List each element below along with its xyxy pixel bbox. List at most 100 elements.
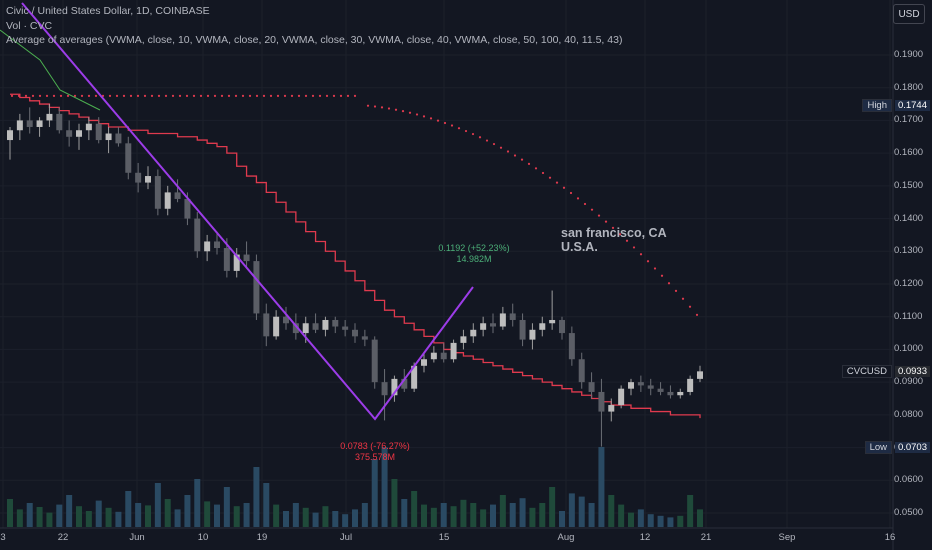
rise-annotation: 0.1192 (+52.23%) 14.982M (438, 243, 509, 265)
volume-bar (135, 503, 142, 527)
candle-body (135, 172, 142, 183)
volume-bar (253, 467, 260, 527)
volume-bar (509, 503, 516, 527)
dotted-average-dot (415, 113, 419, 116)
dotted-average-dot (115, 94, 119, 97)
dotted-average-dot (660, 274, 664, 277)
dotted-average-dot (59, 94, 63, 97)
volume-bar (312, 512, 319, 527)
dotted-average-dot (136, 94, 140, 97)
dotted-average-dot (576, 197, 580, 200)
candle-body (26, 120, 33, 127)
candle-body (470, 329, 477, 337)
dotted-average-dot (185, 94, 189, 97)
dotted-average-dot (192, 94, 196, 97)
volume-bar (342, 514, 349, 527)
green-ma-line (0, 29, 101, 111)
dotted-average-dot (276, 94, 280, 97)
trend-lines (21, 2, 474, 421)
volume-bar (361, 503, 368, 527)
candle-body (559, 319, 565, 334)
last-price-tag: CVCUSD 0.0933 (0, 364, 932, 378)
candle-body (647, 385, 654, 389)
currency-button[interactable]: USD (893, 4, 925, 24)
dotted-average-dot (632, 246, 636, 249)
candle-body (490, 323, 496, 327)
price-tick-label: 0.1500 (894, 179, 924, 191)
volume-bar (539, 503, 546, 527)
candle-body (115, 133, 122, 144)
volume-bar (568, 493, 575, 527)
dotted-average-dot (408, 111, 412, 114)
dotted-average-dot (234, 94, 238, 97)
price-tick-label: 0.1800 (894, 81, 924, 93)
dotted-average-dot (485, 139, 489, 142)
candle-body (381, 382, 388, 396)
volume-bar (322, 506, 329, 527)
dotted-average-dot (429, 117, 433, 120)
volume-bar (637, 509, 644, 527)
dotted-average-dot (569, 191, 573, 195)
dotted-average-dot (541, 171, 545, 175)
candle-body (36, 120, 43, 127)
chart-legend: Civic / United States Dollar, 1D, COINBA… (6, 4, 622, 48)
dotted-average-dot (513, 154, 517, 157)
candle-body (184, 198, 191, 219)
volume-bar (332, 511, 339, 527)
price-tick-label: 0.1300 (894, 245, 924, 257)
volume-bar (174, 509, 181, 527)
time-tick-label: 21 (700, 532, 712, 543)
dotted-average-dot (674, 289, 678, 293)
dotted-average-dot (422, 115, 426, 118)
dotted-average-dot (653, 267, 657, 270)
candle-body (391, 378, 398, 396)
location-text: san francisco, CA U.S.A. (561, 226, 667, 254)
time-tick-label: Aug (557, 532, 575, 543)
candle-body (697, 371, 703, 379)
dotted-average-dot (311, 94, 315, 97)
dotted-average-dot (611, 226, 615, 229)
time-tick-label: 15 (438, 532, 450, 543)
ma-line (0, 29, 701, 419)
candle-body (7, 130, 13, 141)
volume-bar (529, 507, 536, 527)
dotted-average-dot (24, 94, 28, 97)
candle-body (371, 339, 378, 383)
candle-body (411, 365, 418, 389)
dotted-average-dot (597, 214, 601, 217)
dotted-average-dot (283, 94, 287, 97)
candle-body (243, 254, 250, 262)
drop-annotation-volume: 375.578M (354, 452, 396, 462)
time-tick-label: 22 (57, 532, 69, 543)
volume-bar (95, 500, 102, 527)
volume-bar (618, 504, 625, 527)
volume-bar (184, 495, 191, 527)
candle-body (499, 313, 506, 327)
candle-body (322, 319, 329, 330)
indicator-label[interactable]: Average of averages (VWMA, close, 10, VW… (6, 34, 623, 46)
volume-bar (657, 515, 664, 527)
volume-bar (598, 447, 605, 527)
dotted-average-dot (667, 282, 671, 285)
time-tick-label: Sep (778, 532, 796, 543)
low-tag: Low 0.0703 (0, 440, 932, 454)
price-tick-label: 0.0500 (894, 507, 924, 518)
rise-annotation-price: 0.1192 (+52.23%) (438, 243, 510, 253)
volume-label[interactable]: Vol · CVC (6, 19, 53, 32)
dotted-average-dot (527, 162, 531, 165)
dotted-average-dot (318, 94, 322, 97)
volume-bar (76, 506, 82, 527)
volume-bar (559, 511, 565, 527)
volume-bar (460, 499, 467, 527)
volume-bar (490, 504, 496, 527)
volume-bar (667, 517, 674, 527)
candle-body (95, 123, 102, 141)
candle-body (223, 248, 230, 271)
volume-bar (7, 499, 13, 527)
symbol-title[interactable]: Civic / United States Dollar, 1D, COINBA… (6, 5, 210, 17)
candle-body (549, 319, 556, 324)
dotted-average-dot (380, 106, 384, 109)
volume-bar (214, 504, 220, 527)
dotted-average-dot (150, 94, 154, 97)
